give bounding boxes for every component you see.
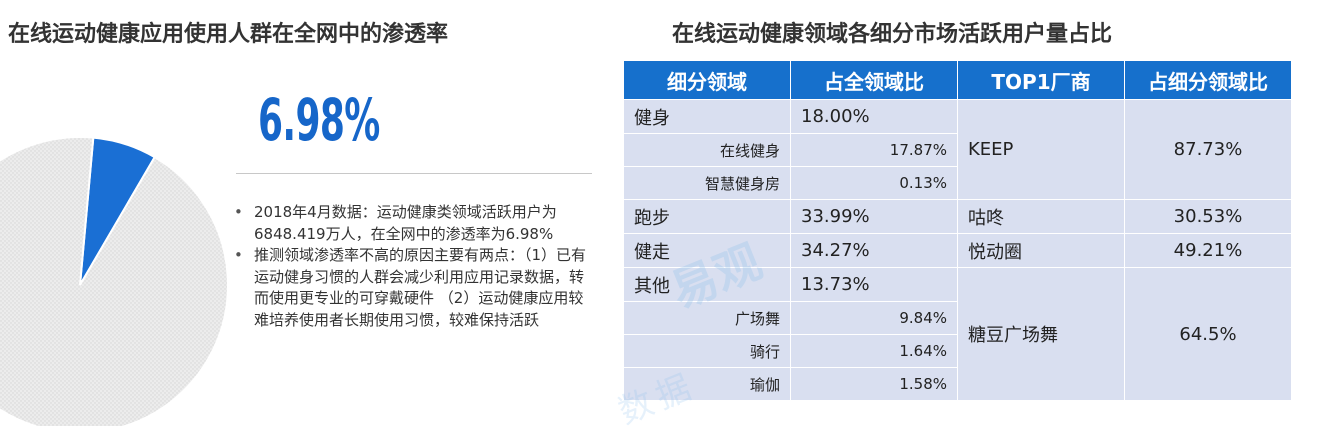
value-divider [236,173,592,174]
vendor-share: 64.5% [1124,267,1292,401]
top-vendor: KEEP [957,99,1125,200]
table-row: 在线健身 17.87% [623,133,1292,167]
segment-label: 骑行 [623,334,791,368]
top-vendor: 悦动圈 [957,233,1125,268]
top-vendor: 糖豆广场舞 [957,267,1125,401]
note-item: 2018年4月数据：运动健康类领域活跃用户为6848.419万人，在全网中的渗透… [232,202,592,245]
segment-share: 9.84% [790,301,958,335]
segment-label: 其他 [623,267,791,302]
table-row: 健身 18.00% KEEP 87.73% [623,99,1292,200]
segment-share: 1.64% [790,334,958,368]
vendor-share: 87.73% [1124,99,1292,200]
table-row: 瑜伽 1.58% [623,367,1292,401]
column-header: TOP1厂商 [957,60,1125,100]
segment-share: 33.99% [790,199,958,234]
penetration-value: 6.98% [258,86,380,154]
table-row: 广场舞 9.84% [623,301,1292,335]
notes-list: 2018年4月数据：运动健康类领域活跃用户为6848.419万人，在全网中的渗透… [232,202,592,331]
table-row: 健走 34.27% 悦动圈 49.21% [623,233,1292,268]
segment-share: 13.73% [790,267,958,302]
vendor-share: 49.21% [1124,233,1292,268]
column-header: 占全领域比 [790,60,958,100]
table-row: 跑步 33.99% 咕咚 30.53% [623,199,1292,234]
segment-label: 在线健身 [623,133,791,167]
segment-share-title: 在线运动健康领域各细分市场活跃用户量占比 [672,22,1113,47]
table-row: 其他 13.73% 糖豆广场舞 64.5% [623,267,1292,401]
segment-label: 跑步 [623,199,791,234]
column-header: 细分领域 [623,60,791,100]
segment-share: 18.00% [790,99,958,134]
segment-label: 健身 [623,99,791,134]
penetration-title: 在线运动健康应用使用人群在全网中的渗透率 [8,22,449,47]
note-item: 推测领域渗透率不高的原因主要有两点：（1）已有运动健身习惯的人群会减少利用应用记… [232,245,592,331]
column-header: 占细分领域比 [1124,60,1292,100]
segment-table: 细分领域 占全领域比 TOP1厂商 占细分领域比 健身 18.00% KEEP … [623,60,1292,401]
segment-share: 0.13% [790,166,958,200]
segment-label: 广场舞 [623,301,791,335]
penetration-pie-chart [0,136,229,426]
segment-share: 17.87% [790,133,958,167]
segment-label: 瑜伽 [623,367,791,401]
top-vendor: 咕咚 [957,199,1125,234]
segment-label: 智慧健身房 [623,166,791,200]
segment-label: 健走 [623,233,791,268]
segment-share: 1.58% [790,367,958,401]
vendor-share: 30.53% [1124,199,1292,234]
table-row: 智慧健身房 0.13% [623,166,1292,200]
segment-share: 34.27% [790,233,958,268]
